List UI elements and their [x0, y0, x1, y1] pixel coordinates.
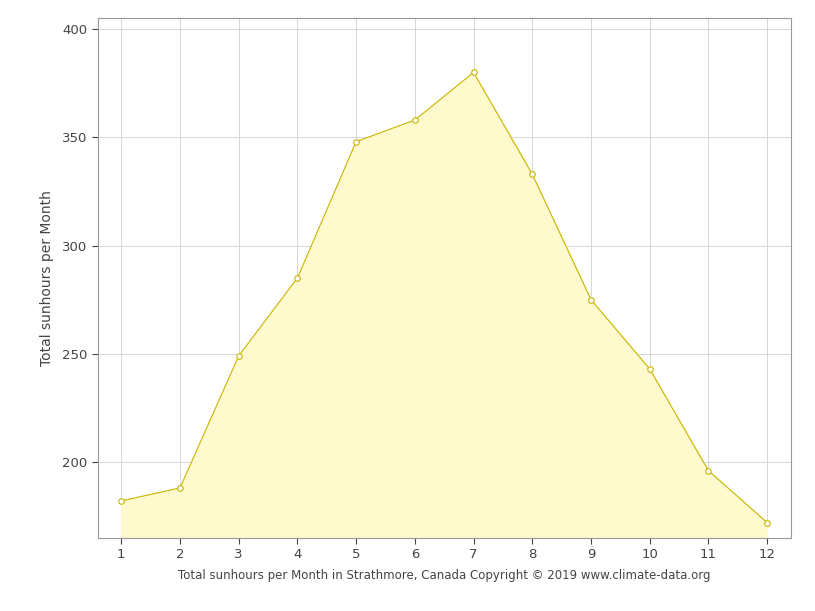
X-axis label: Total sunhours per Month in Strathmore, Canada Copyright © 2019 www.climate-data: Total sunhours per Month in Strathmore, …: [178, 569, 711, 582]
Y-axis label: Total sunhours per Month: Total sunhours per Month: [40, 190, 54, 366]
